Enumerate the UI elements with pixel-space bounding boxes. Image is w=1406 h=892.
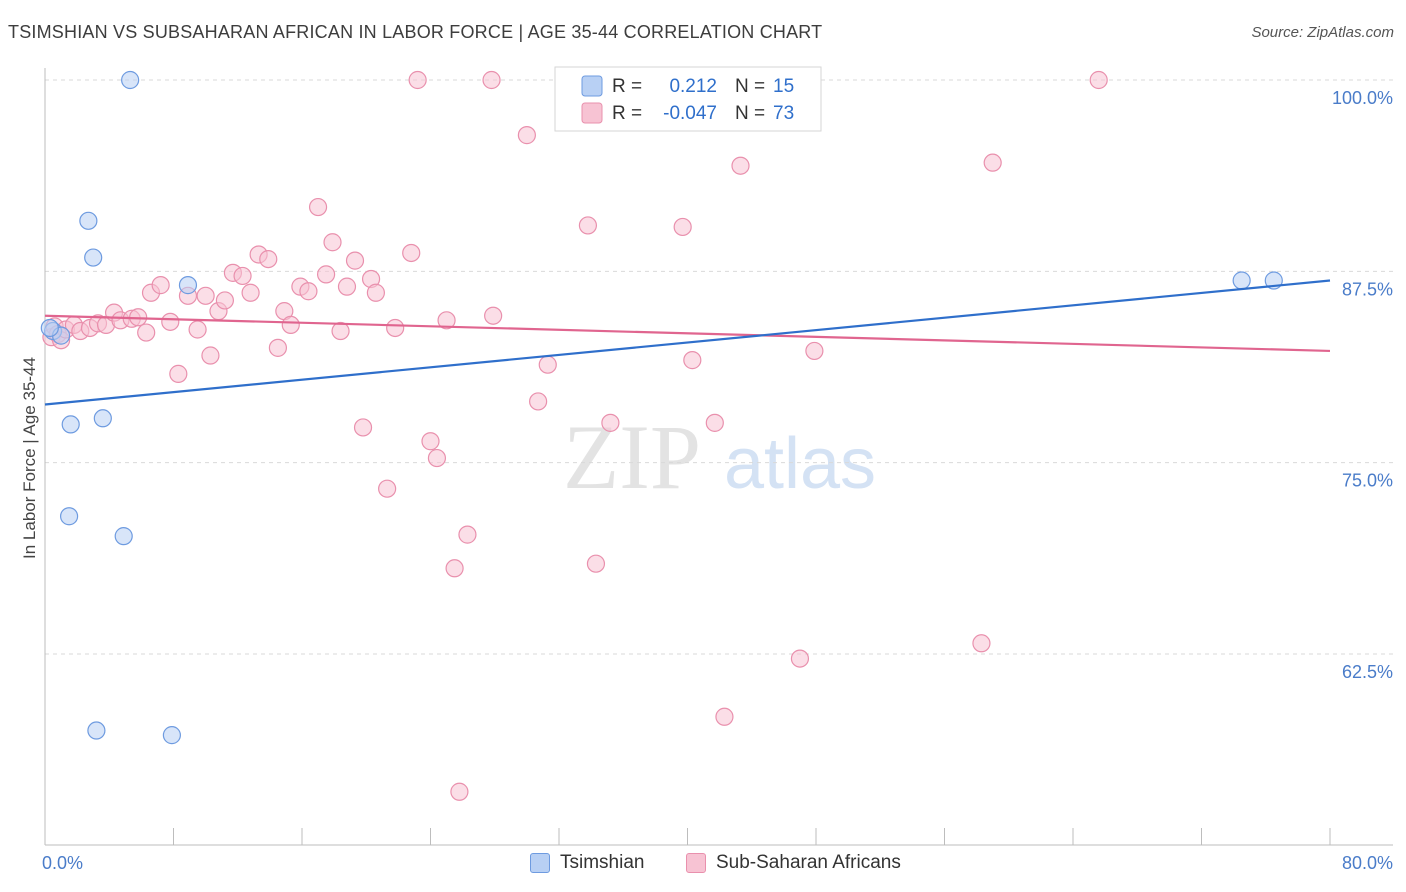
y-tick-label: 87.5% <box>1342 279 1393 299</box>
tsimshian-point <box>79 211 98 230</box>
tsimshian-point <box>87 721 106 740</box>
legend-r-value-tsimshian: 0.212 <box>669 76 717 97</box>
watermark-atlas: atlas <box>724 424 876 504</box>
sub-saharan-point <box>790 649 810 668</box>
watermark-zip: ZIP <box>563 406 701 508</box>
y-tick-labels: 62.5% 75.0% 87.5% 100.0% <box>1332 88 1393 682</box>
sub-saharan-point <box>169 364 188 383</box>
sub-saharan-point <box>259 249 278 269</box>
sub-saharan-point <box>408 70 427 90</box>
legend-name-subsaharan: Sub-Saharan Africans <box>716 852 901 873</box>
sub-saharan-point <box>366 283 385 302</box>
sub-saharan-point <box>215 291 234 310</box>
sub-saharan-point <box>805 341 824 361</box>
sub-saharan-point <box>427 448 447 468</box>
legend-swatch-subsaharan-bottom <box>686 853 706 873</box>
tsimshian-point <box>121 70 140 90</box>
sub-saharan-point <box>308 197 328 217</box>
y-tick-label: 62.5% <box>1342 662 1393 682</box>
sub-saharan-point <box>233 266 252 286</box>
legend-swatch-subsaharan <box>581 102 603 124</box>
sub-saharan-point <box>972 634 991 653</box>
axes <box>44 68 1393 846</box>
sub-saharan-point <box>281 315 300 335</box>
sub-saharan-point <box>445 559 464 578</box>
sub-saharan-point <box>345 251 365 270</box>
x-tick-label-max: 80.0% <box>1342 853 1393 873</box>
y-tick-label: 75.0% <box>1342 471 1393 491</box>
sub-saharan-point <box>196 286 215 305</box>
grid <box>45 79 1393 655</box>
sub-saharan-point <box>241 283 260 302</box>
sub-saharan-point <box>673 217 692 237</box>
sub-saharan-point <box>683 351 702 370</box>
sub-saharan-point <box>353 418 373 437</box>
legend-r-value-subsaharan: -0.047 <box>663 103 717 124</box>
legend-swatch-tsimshian-bottom <box>530 853 550 873</box>
legend-r-label-tsimshian: R = <box>612 76 642 97</box>
tsimshian-point <box>178 276 198 295</box>
legend-n-value-tsimshian: 15 <box>773 76 794 97</box>
sub-saharan-point <box>151 276 170 295</box>
tsimshian-point <box>40 318 59 338</box>
sub-saharan-point <box>386 318 405 338</box>
x-tick-label-min: 0.0% <box>42 853 83 873</box>
legend-name-tsimshian: Tsimshian <box>560 852 645 873</box>
series-legend: Tsimshian Sub-Saharan Africans <box>0 852 1406 878</box>
legend-swatch-tsimshian <box>581 75 603 97</box>
sub-saharan-point <box>188 320 207 339</box>
legend-r-label-subsaharan: R = <box>612 103 642 124</box>
sub-saharan-point <box>331 321 350 341</box>
sub-saharan-point <box>402 243 421 263</box>
y-tick-label: 100.0% <box>1332 88 1393 108</box>
sub-saharan-trend-line <box>44 314 1331 353</box>
legend-item-tsimshian: Tsimshian <box>530 852 644 874</box>
legend-n-label-tsimshian: N = <box>735 76 765 97</box>
legend-n-label-subsaharan: N = <box>735 103 765 124</box>
sub-saharan-point <box>421 432 440 451</box>
sub-saharan-point <box>731 156 750 175</box>
sub-saharan-points <box>42 70 1108 801</box>
legend-n-value-subsaharan: 73 <box>773 103 794 124</box>
sub-saharan-point <box>201 346 220 365</box>
sub-saharan-point <box>161 312 180 331</box>
chart-title: TSIMSHIAN VS SUBSAHARAN AFRICAN IN LABOR… <box>8 22 823 42</box>
sub-saharan-point <box>137 323 156 342</box>
sub-saharan-point <box>268 338 288 357</box>
sub-saharan-point <box>337 277 357 296</box>
sub-saharan-point <box>299 282 318 301</box>
sub-saharan-point <box>586 554 606 573</box>
sub-saharan-point <box>517 126 536 145</box>
sub-saharan-point <box>715 707 734 726</box>
correlation-legend: R = 0.212 N = 15 R = -0.047 N = 73 <box>554 66 822 132</box>
sub-saharan-point <box>983 153 1002 172</box>
sub-saharan-point <box>450 782 469 801</box>
source-label: Source: ZipAtlas.com <box>1251 24 1394 41</box>
tsimshian-point <box>93 409 112 428</box>
sub-saharan-point <box>482 70 501 90</box>
sub-saharan-point <box>378 479 397 498</box>
sub-saharan-point <box>484 306 503 325</box>
tsimshian-point <box>59 507 79 526</box>
sub-saharan-point <box>437 311 456 330</box>
legend-item-subsaharan: Sub-Saharan Africans <box>686 852 901 874</box>
trend-lines <box>44 279 1331 406</box>
sub-saharan-point <box>578 216 598 235</box>
tsimshian-point <box>114 527 133 546</box>
tsimshian-point <box>84 248 103 267</box>
tsimshian-point <box>61 415 80 434</box>
sub-saharan-point <box>529 392 548 411</box>
tsimshian-point <box>162 726 181 745</box>
sub-saharan-point <box>316 265 336 284</box>
sub-saharan-point <box>705 413 724 432</box>
sub-saharan-point <box>1089 70 1108 90</box>
sub-saharan-point <box>601 413 620 432</box>
sub-saharan-point <box>538 355 557 374</box>
tsimshian-trend-line <box>44 279 1331 406</box>
sub-saharan-point <box>323 233 342 252</box>
tsimshian-point <box>1232 271 1251 290</box>
sub-saharan-point <box>458 525 477 544</box>
y-axis-label: In Labor Force | Age 35-44 <box>20 357 39 559</box>
